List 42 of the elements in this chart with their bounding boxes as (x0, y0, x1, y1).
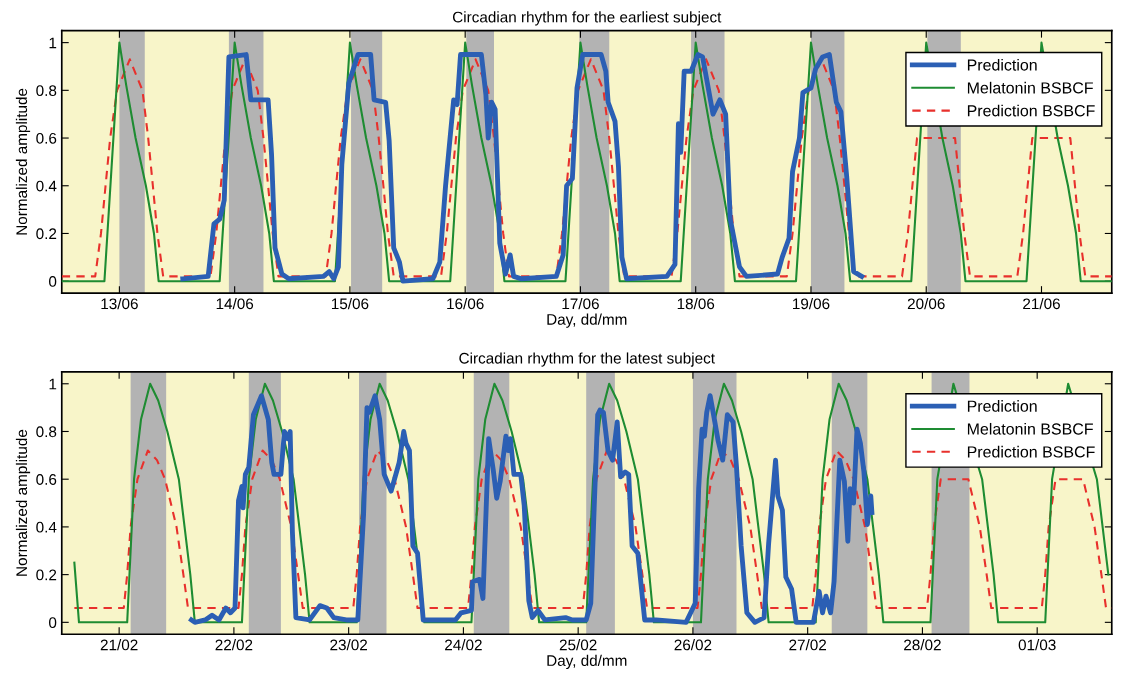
x-tick-label: 21/06 (1023, 297, 1060, 310)
x-tick-label: 16/06 (447, 297, 484, 310)
y-tick-label: 0.4 (36, 521, 57, 533)
y-tick-label: 1 (49, 378, 57, 390)
x-tick-label: 24/02 (445, 639, 482, 651)
x-tick-label: 01/03 (1018, 639, 1056, 651)
y-tick-label: 1 (49, 37, 57, 49)
legend-label: Melatonin BSBCF (967, 81, 1093, 94)
x-tick-label: 14/06 (216, 297, 254, 310)
y-tick-label: 0.6 (36, 474, 57, 485)
y-tick-label: 0.2 (36, 228, 57, 240)
legend-label: Melatonin BSBCF (967, 422, 1093, 435)
x-tick-label: 20/06 (907, 297, 945, 310)
x-tick-label: 15/06 (331, 297, 369, 310)
y-tick-label: 0.8 (36, 85, 57, 97)
x-tick-label: 22/02 (215, 639, 253, 651)
x-tick-label: 25/02 (559, 639, 597, 651)
y-axis-title: Normalized amplitude (15, 429, 31, 576)
x-tick-label: 23/02 (330, 639, 367, 651)
x-axis-title: Day, dd/mm (547, 654, 627, 669)
y-tick-label: 0 (49, 276, 57, 287)
y-tick-label: 0.4 (36, 180, 57, 192)
legend-label: Prediction BSBCF (967, 104, 1095, 117)
chart-title: Circadian rhythm for the earliest subject (452, 11, 722, 26)
x-tick-label: 13/06 (101, 297, 138, 310)
y-axis-title: Normalized amplitude (15, 88, 31, 235)
x-tick-label: 26/02 (674, 639, 712, 651)
legend-label: Prediction (967, 400, 1037, 412)
y-tick-label: 0.2 (36, 569, 57, 581)
legend-label: Prediction (967, 58, 1037, 71)
x-tick-label: 17/06 (562, 297, 599, 310)
legend-label: Prediction BSBCF (967, 445, 1095, 458)
x-tick-label: 27/02 (789, 639, 827, 651)
x-tick-label: 28/02 (904, 639, 941, 651)
x-tick-label: 21/02 (100, 639, 138, 651)
x-tick-label: 19/06 (793, 297, 830, 310)
y-tick-label: 0 (49, 617, 57, 629)
y-tick-label: 0.8 (36, 426, 57, 438)
y-tick-label: 0.6 (36, 132, 57, 144)
x-tick-label: 18/06 (677, 297, 715, 310)
chart-title: Circadian rhythm for the latest subject (459, 352, 715, 367)
x-axis-title: Day, dd/mm (547, 313, 627, 328)
